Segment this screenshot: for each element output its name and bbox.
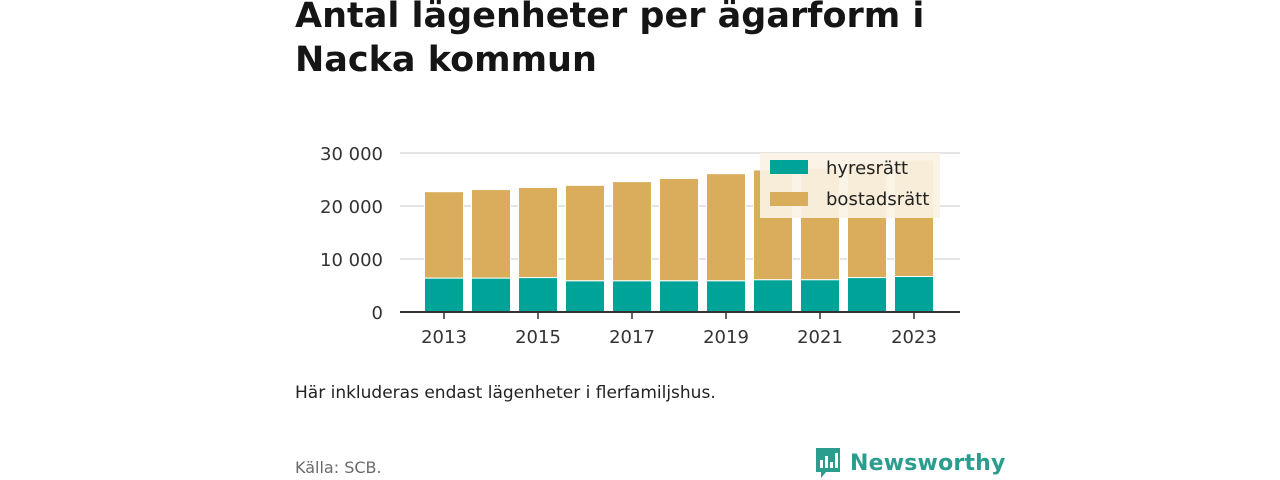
y-tick-label: 30 000 <box>320 144 383 165</box>
brand-name: Newsworthy <box>850 450 1006 476</box>
y-axis-tick-labels: 0 10 000 20 000 30 000 <box>320 144 383 324</box>
x-tick-label: 2013 <box>421 327 467 348</box>
y-tick-label: 20 000 <box>320 197 383 218</box>
bar-bostadsratt-2019 <box>706 173 746 282</box>
x-tick-label: 2015 <box>515 327 561 348</box>
bar-hyresratt-2020 <box>753 279 793 313</box>
newsworthy-logo-icon <box>816 448 840 478</box>
source-text: Källa: SCB. <box>295 458 382 477</box>
bar-hyresratt-2017 <box>612 280 652 313</box>
bar-bostadsratt-2013 <box>424 191 464 279</box>
bar-bostadsratt-2018 <box>659 177 699 282</box>
legend-swatch-bostadsratt <box>770 192 808 206</box>
bar-hyresratt-2023 <box>894 275 934 313</box>
legend-swatch-hyresratt <box>770 160 808 174</box>
chart-note: Här inkluderas endast lägenheter i flerf… <box>295 383 716 403</box>
bar-hyresratt-2019 <box>706 280 746 313</box>
bar-hyresratt-2015 <box>518 277 558 313</box>
bar-bostadsratt-2016 <box>565 184 605 282</box>
legend-label-bostadsratt: bostadsrätt <box>826 189 929 210</box>
x-axis-tick-labels: 2013 2015 2017 2019 2021 2023 <box>421 312 937 348</box>
bar-bostadsratt-2014 <box>471 189 511 279</box>
x-tick-label: 2019 <box>703 327 749 348</box>
bar-bostadsratt-2015 <box>518 186 558 279</box>
x-tick-label: 2017 <box>609 327 655 348</box>
chart-title: Antal lägenheter per ägarform i Nacka ko… <box>295 0 925 80</box>
bar-hyresratt-2014 <box>471 277 511 313</box>
legend-label-hyresratt: hyresrätt <box>826 158 908 179</box>
bars <box>424 159 934 313</box>
bar-hyresratt-2022 <box>847 277 887 313</box>
bar-bostadsratt-2017 <box>612 181 652 282</box>
x-tick-label: 2021 <box>797 327 843 348</box>
y-tick-label: 10 000 <box>320 250 383 271</box>
bar-hyresratt-2021 <box>800 279 840 313</box>
x-tick-label: 2023 <box>891 327 937 348</box>
bar-hyresratt-2013 <box>424 277 464 313</box>
bar-hyresratt-2016 <box>565 280 605 313</box>
legend: hyresrätt bostadsrätt <box>760 153 940 218</box>
y-tick-label: 0 <box>372 303 383 324</box>
brand-logo[interactable]: Newsworthy <box>814 446 1006 480</box>
bar-hyresratt-2018 <box>659 280 699 313</box>
